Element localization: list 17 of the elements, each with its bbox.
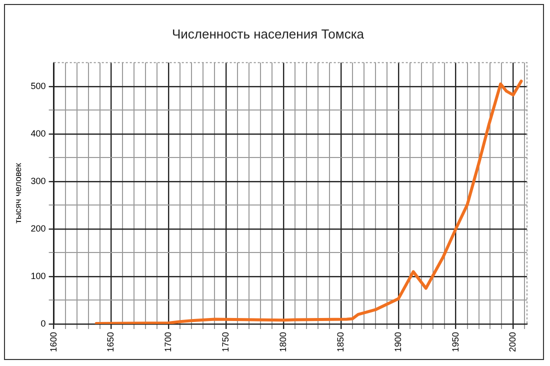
x-tick-label: 1900: [392, 332, 403, 352]
x-tick-label: 1950: [450, 332, 460, 352]
x-tick-label: 1700: [163, 332, 174, 352]
y-tick-label: 400: [30, 128, 46, 138]
y-tick-label: 0: [40, 318, 46, 328]
x-tick-label: 1750: [220, 332, 231, 352]
y-tick-label: 300: [30, 176, 46, 186]
x-tick-label: 2000: [508, 332, 518, 352]
y-tick-label: 100: [30, 270, 46, 281]
y-axis-title: тысяч человек: [12, 162, 23, 224]
x-tick-label: 1600: [48, 332, 58, 352]
x-tick-label: 1850: [335, 332, 346, 352]
y-tick-label: 200: [30, 223, 46, 234]
x-tick-label: 1800: [278, 332, 288, 352]
chart-title: Численность населения Томска: [172, 26, 365, 42]
y-tick-label: 500: [30, 80, 46, 91]
x-tick-label: 1650: [106, 332, 116, 352]
